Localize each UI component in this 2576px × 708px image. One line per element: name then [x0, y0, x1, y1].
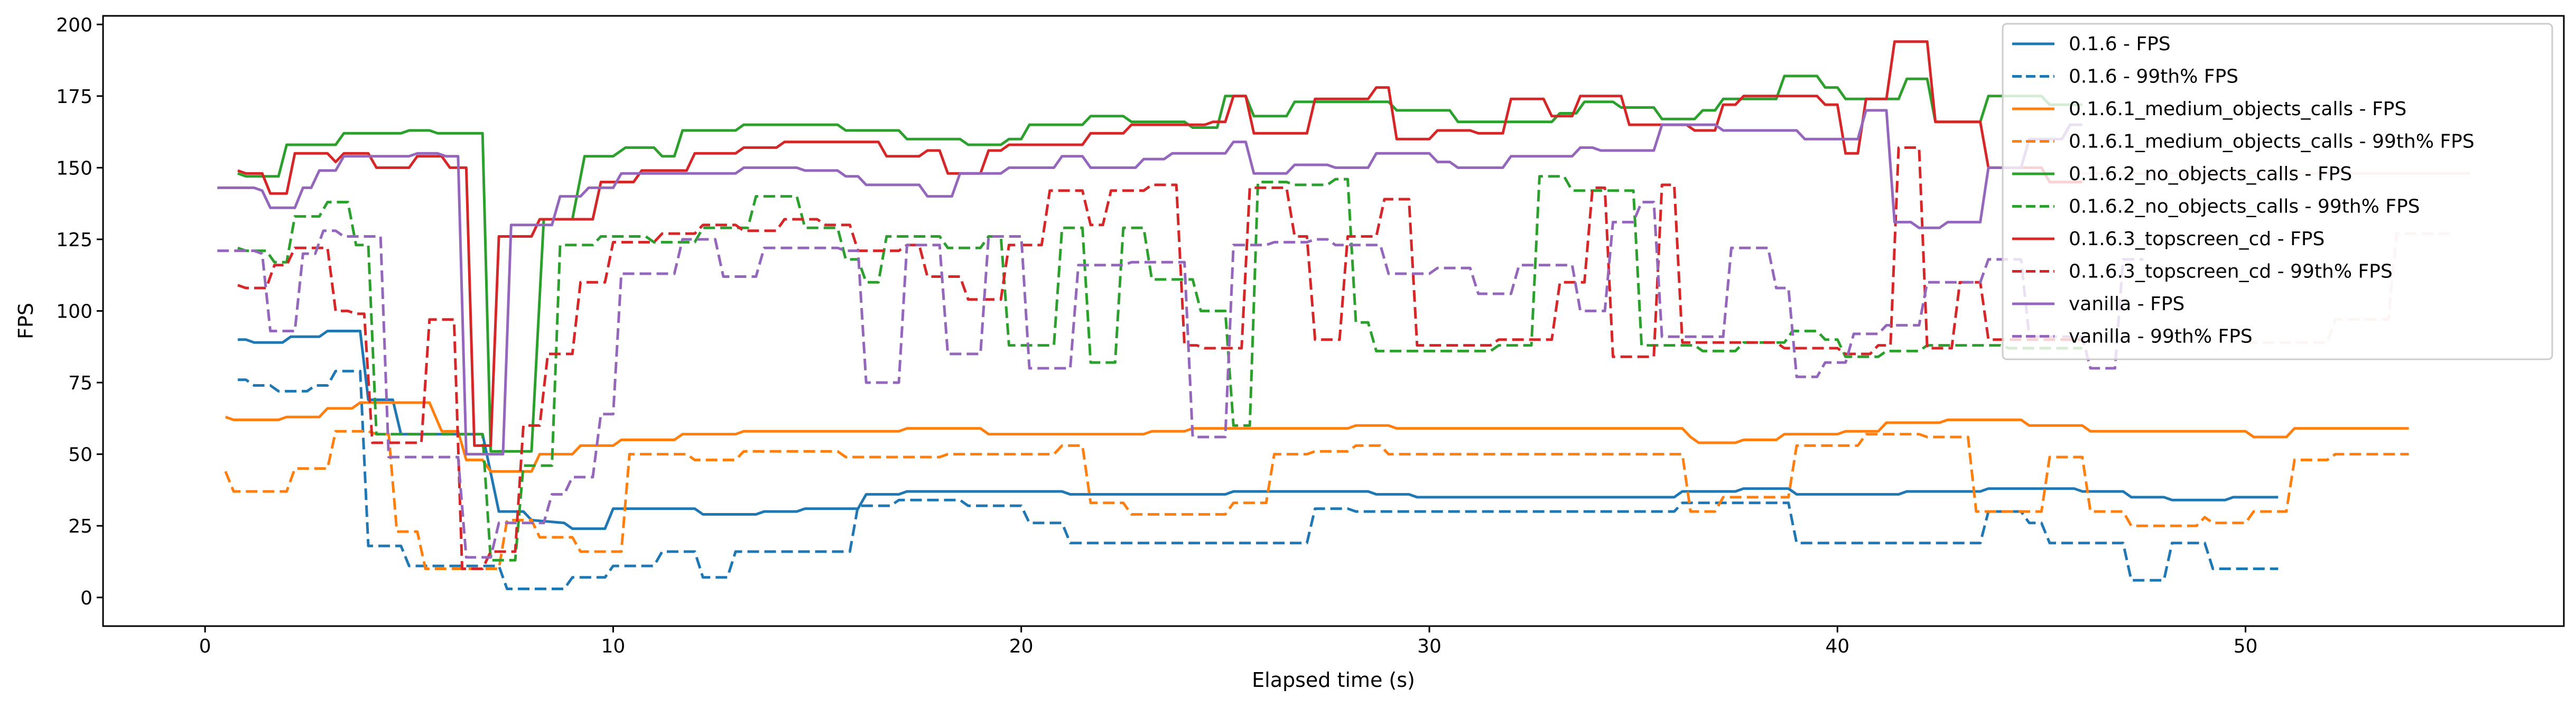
series-line-8	[217, 109, 2082, 456]
x-tick-label-0: 0	[199, 636, 211, 657]
series-line-4	[237, 74, 2082, 453]
legend-label-5: 0.1.6.2_no_objects_calls - 99th% FPS	[2069, 196, 2420, 218]
x-tick-label-1: 10	[601, 636, 625, 657]
legend-label-3: 0.1.6.1_medium_objects_calls - 99th% FPS	[2069, 131, 2475, 153]
legend-label-7: 0.1.6.3_topscreen_cd - 99th% FPS	[2069, 261, 2393, 283]
y-tick-label-4: 100	[56, 301, 92, 323]
legend: 0.1.6 - FPS 0.1.6 - 99th% FPS 0.1.6.1_medi…	[2002, 23, 2553, 360]
y-tick-label-8: 200	[56, 14, 92, 36]
legend-label-8: vanilla - FPS	[2069, 293, 2184, 315]
y-tick-label-6: 150	[56, 157, 92, 179]
y-tick-label-3: 75	[68, 372, 92, 394]
legend-label-9: vanilla - 99th% FPS	[2069, 326, 2253, 348]
legend-label-2: 0.1.6.1_medium_objects_calls - FPS	[2069, 98, 2406, 120]
series-line-0	[237, 330, 2279, 530]
series-line-2	[225, 401, 2409, 473]
series-layer	[217, 40, 2409, 590]
x-tick-label-3: 30	[1417, 636, 1442, 657]
series-line-6	[237, 40, 2082, 447]
series-line-9	[217, 201, 2144, 559]
y-tick-label-2: 50	[68, 444, 92, 466]
legend-label-0: 0.1.6 - FPS	[2069, 33, 2171, 55]
legend-label-4: 0.1.6.2_no_objects_calls - FPS	[2069, 163, 2352, 185]
y-tick-label-1: 25	[68, 516, 92, 537]
x-tick-label-2: 20	[1009, 636, 1034, 657]
x-axis-label: Elapsed time (s)	[1252, 668, 1415, 692]
legend-label-1: 0.1.6 - 99th% FPS	[2069, 66, 2238, 88]
axes-frame	[102, 15, 2565, 627]
legend-box	[2002, 23, 2553, 360]
series-line-7	[237, 146, 2082, 570]
x-tick-label-5: 50	[2234, 636, 2258, 657]
series-line-5	[237, 175, 2082, 562]
series-line-1	[237, 369, 2279, 590]
series-line-3	[224, 430, 2409, 570]
y-tick-label-5: 125	[56, 229, 92, 251]
y-axis-label: FPS	[14, 303, 38, 339]
legend-label-6: 0.1.6.3_topscreen_cd - FPS	[2069, 228, 2324, 250]
y-tick-label-7: 175	[56, 86, 92, 108]
x-tick-label-4: 40	[1825, 636, 1849, 657]
axes-layer: 0 10 20 30 40 50 0 25 50 75 100 125 150 175 200	[56, 14, 2565, 657]
y-tick-label-0: 0	[80, 588, 92, 609]
